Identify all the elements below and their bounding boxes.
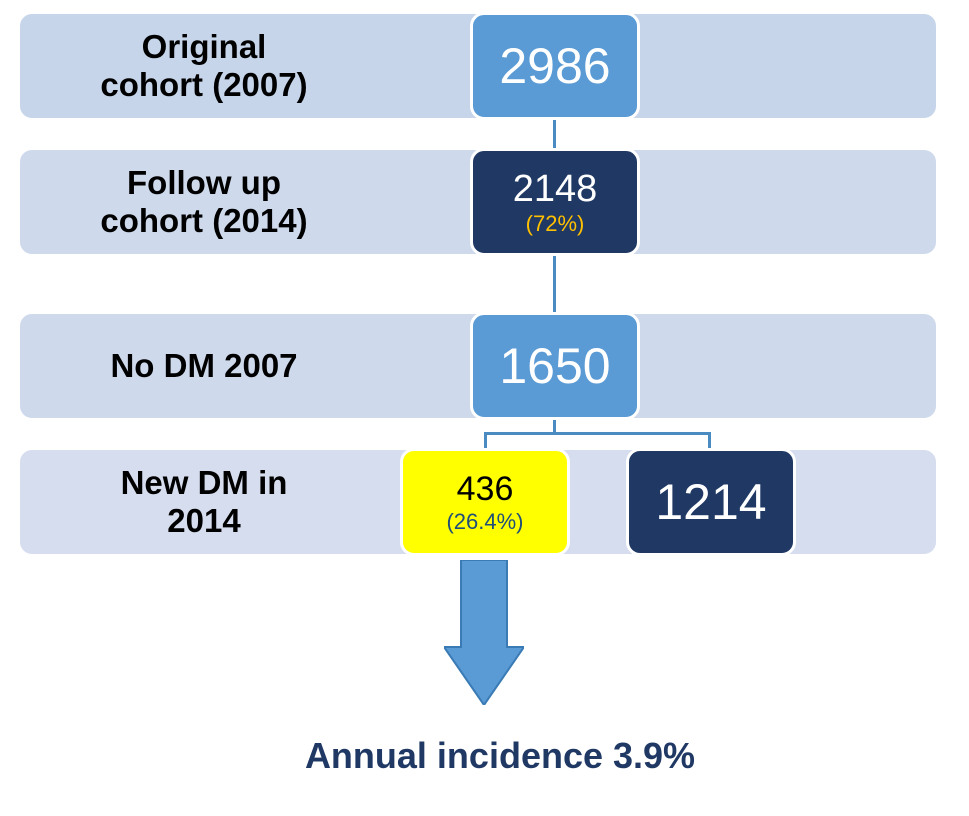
- band-label-original-cohort: Originalcohort (2007): [54, 28, 354, 104]
- node-newdm-yes-percent: (26.4%): [446, 509, 523, 535]
- node-no-dm-2007: 1650: [470, 312, 640, 420]
- node-newdm-yes-value: 436: [457, 470, 514, 509]
- arrow-down-icon: [444, 560, 524, 705]
- connector-h: [484, 432, 710, 435]
- node-followup-cohort: 2148 (72%): [470, 148, 640, 256]
- band-label-followup-cohort: Follow upcohort (2014): [54, 164, 354, 240]
- connector-v1: [553, 120, 556, 148]
- node-followup-percent: (72%): [526, 211, 585, 237]
- node-original-cohort: 2986: [470, 12, 640, 120]
- annual-incidence-result: Annual incidence 3.9%: [270, 735, 730, 777]
- node-new-dm-yes: 436 (26.4%): [400, 448, 570, 556]
- node-new-dm-no: 1214: [626, 448, 796, 556]
- node-newdm-no-value: 1214: [655, 473, 766, 531]
- connector-v4: [484, 432, 487, 448]
- connector-v2: [553, 256, 556, 312]
- node-nodm-value: 1650: [499, 337, 610, 395]
- band-label-no-dm-2007: No DM 2007: [54, 347, 354, 385]
- node-original-value: 2986: [499, 37, 610, 95]
- band-label-new-dm-2014: New DM in2014: [54, 464, 354, 540]
- arrow-svg: [444, 560, 524, 705]
- connector-v5: [708, 432, 711, 448]
- node-followup-value: 2148: [513, 168, 598, 211]
